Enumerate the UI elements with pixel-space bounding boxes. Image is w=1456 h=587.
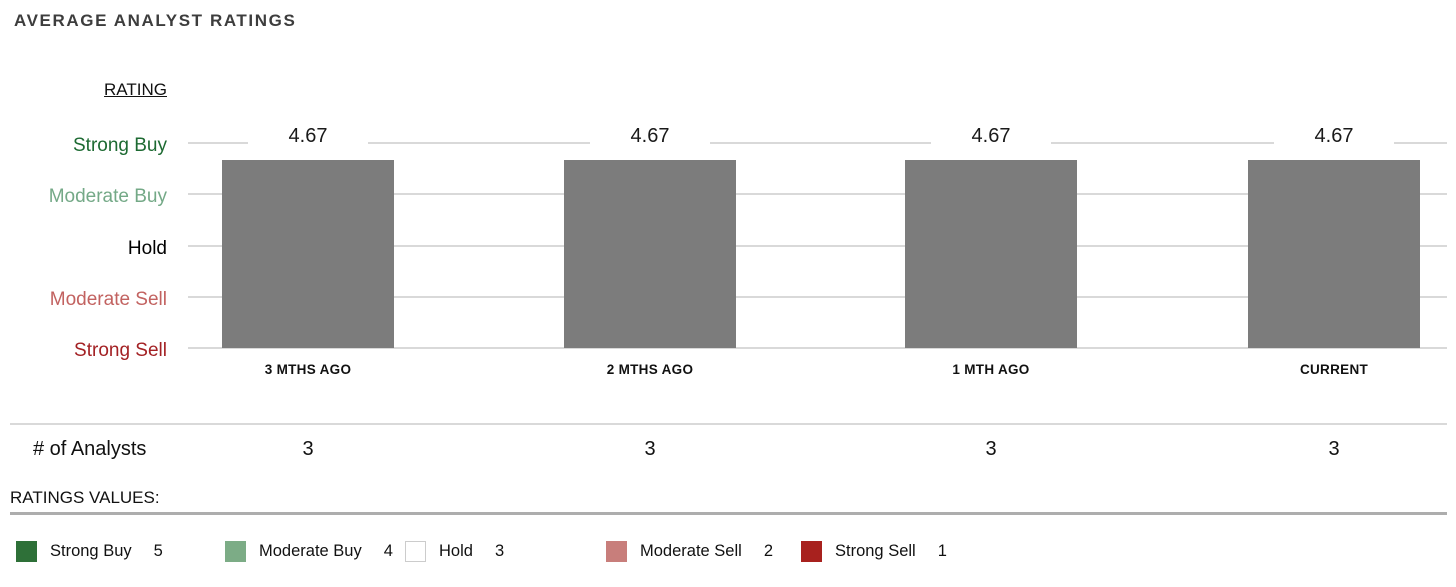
y-axis-tick-label: Strong Sell xyxy=(74,340,167,361)
bar xyxy=(222,159,394,348)
x-axis-category-label: CURRENT xyxy=(1299,362,1369,377)
ratings-values-label: RATINGS VALUES: xyxy=(10,488,160,507)
y-axis-tick-label: Hold xyxy=(127,237,167,259)
bar xyxy=(905,159,1077,348)
gridline xyxy=(188,142,1447,144)
legend-name: Moderate Buy xyxy=(259,541,362,560)
analysts-count: 3 xyxy=(644,438,656,460)
analysts-count: 3 xyxy=(302,438,314,460)
legend-item: Moderate Sell 2 xyxy=(606,539,773,563)
legend-name: Hold xyxy=(439,541,473,560)
x-axis-category-label: 1 MTH AGO xyxy=(952,362,1030,377)
ratings-bar-chart: Strong Buy Moderate Buy Hold Moderate Sell S… xyxy=(48,124,1447,377)
legend-swatch-hold xyxy=(405,540,426,562)
ratings-values-divider xyxy=(10,512,1447,515)
x-axis-category-label: 3 MTHS AGO xyxy=(264,362,352,377)
page-title: AVERAGE ANALYST RATINGS xyxy=(14,11,297,30)
legend-item: Strong Sell 1 xyxy=(801,539,947,563)
bar-value-label: 4.67 xyxy=(1274,124,1394,148)
legend-name: Moderate Sell xyxy=(640,541,742,560)
bar-value-label: 4.67 xyxy=(590,124,710,148)
analysts-count: 3 xyxy=(985,438,997,460)
gridline xyxy=(188,295,1447,298)
rating-axis-header: RATING xyxy=(104,80,167,99)
x-axis-category-label: 2 MTHS AGO xyxy=(606,362,694,377)
legend-value: 4 xyxy=(383,541,393,560)
legend-name: Strong Sell xyxy=(835,541,916,560)
analysts-count: 3 xyxy=(1328,438,1340,460)
gridline xyxy=(188,347,1447,349)
legend-value: 3 xyxy=(494,541,505,560)
legend-swatch-moderate-sell xyxy=(606,540,627,562)
legend-name: Strong Buy xyxy=(50,541,132,560)
legend-value: 2 xyxy=(763,541,773,560)
gridline xyxy=(188,244,1447,247)
bar xyxy=(1248,159,1420,348)
gridline xyxy=(188,193,1447,196)
bar-value-label: 4.67 xyxy=(931,124,1051,148)
y-axis-tick-label: Moderate Buy xyxy=(48,186,167,208)
bar xyxy=(564,159,736,348)
analysts-row-divider xyxy=(10,423,1447,425)
legend-item: Hold 3 xyxy=(405,539,504,563)
analysts-row-label: # of Analysts xyxy=(33,438,147,460)
y-axis-tick-label: Moderate Sell xyxy=(49,288,167,310)
legend-item: Moderate Buy 4 xyxy=(225,539,393,563)
legend-swatch-strong-buy xyxy=(16,540,37,562)
legend-value: 1 xyxy=(937,541,947,560)
legend-item: Strong Buy 5 xyxy=(16,539,163,563)
legend-swatch-strong-sell xyxy=(801,540,822,562)
legend-swatch-moderate-buy xyxy=(225,540,246,562)
legend-value: 5 xyxy=(153,541,163,560)
bar-value-label: 4.67 xyxy=(248,124,368,148)
y-axis-tick-label: Strong Buy xyxy=(73,135,167,156)
